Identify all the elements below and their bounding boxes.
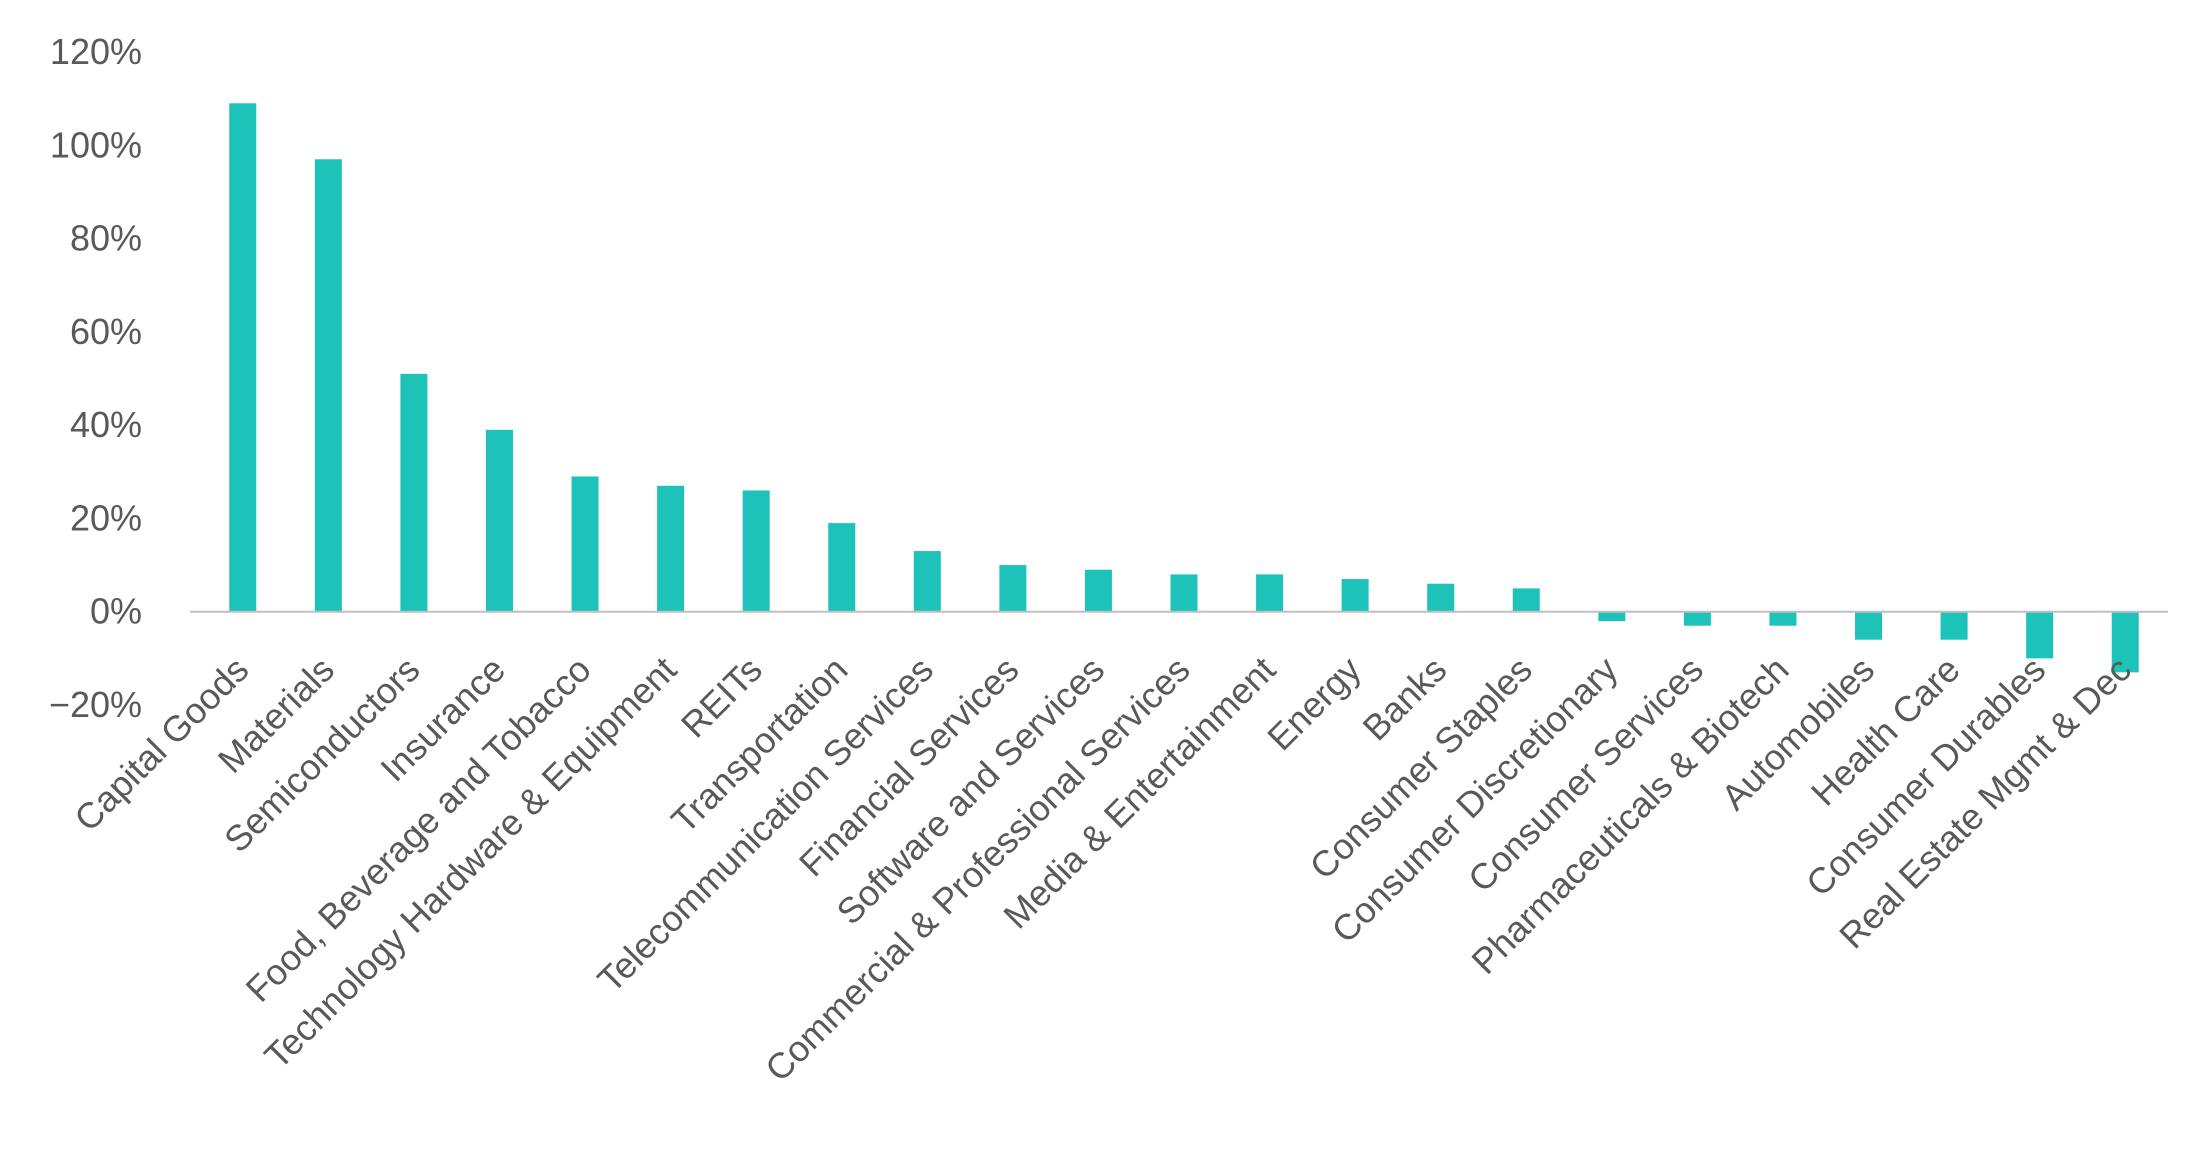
bar bbox=[1170, 574, 1198, 612]
bar bbox=[999, 565, 1027, 612]
bar bbox=[1341, 579, 1369, 612]
bar bbox=[1598, 611, 1626, 622]
bar bbox=[913, 551, 941, 612]
bar bbox=[1256, 574, 1284, 612]
bar bbox=[571, 476, 599, 612]
bar bbox=[2026, 611, 2054, 659]
bars bbox=[229, 103, 2139, 673]
bar bbox=[1940, 611, 1968, 640]
bar bbox=[742, 490, 770, 612]
bar bbox=[1512, 588, 1540, 612]
x-category-label: Energy bbox=[1259, 649, 1369, 759]
bar bbox=[1683, 611, 1711, 626]
bar bbox=[314, 159, 342, 612]
bar bbox=[1769, 611, 1797, 626]
y-tick-label: 120% bbox=[50, 31, 142, 72]
y-axis: −20% 0% 20% 40% 60% 80% 100% 120% bbox=[49, 31, 142, 725]
y-tick-label: 80% bbox=[70, 218, 142, 259]
bar bbox=[485, 429, 513, 612]
y-tick-label: 40% bbox=[70, 404, 142, 445]
bar bbox=[828, 523, 856, 612]
y-tick-label: 0% bbox=[90, 591, 142, 632]
bar bbox=[1084, 569, 1112, 612]
bar bbox=[657, 485, 685, 612]
y-tick-label: −20% bbox=[49, 684, 142, 725]
bar bbox=[1855, 611, 1883, 640]
y-tick-label: 60% bbox=[70, 311, 142, 352]
x-axis-labels: Capital GoodsMaterialsSemiconductorsInsu… bbox=[66, 649, 2139, 1090]
bar bbox=[2111, 611, 2139, 673]
bar bbox=[400, 373, 428, 612]
y-tick-label: 100% bbox=[50, 124, 142, 165]
bar bbox=[1427, 583, 1455, 612]
y-tick-label: 20% bbox=[70, 497, 142, 538]
bar bbox=[229, 103, 257, 612]
